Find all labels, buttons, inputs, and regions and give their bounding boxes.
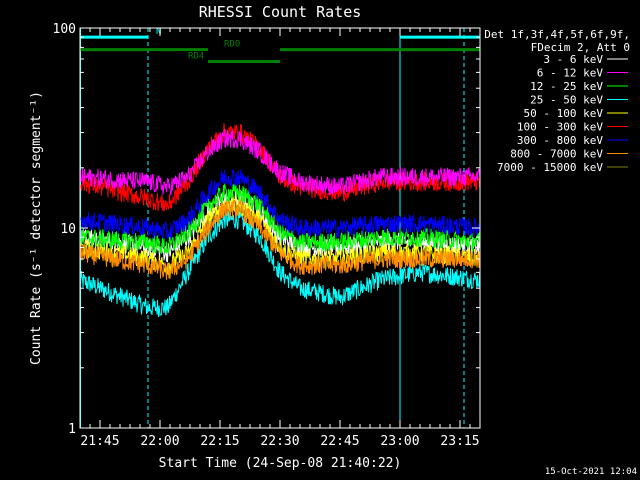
chart-title: RHESSI Count Rates [199, 3, 362, 21]
legend-entry-5: 100 - 300 keV [517, 121, 603, 134]
legend-entry-0: 3 - 6 keV [543, 53, 603, 66]
series-line-7 [79, 198, 481, 280]
x-tick-label-3: 22:30 [260, 434, 299, 449]
footer-timestamp: 15-Oct-2021 12:04 [545, 467, 637, 477]
y-tick-label-2: 100 [53, 22, 76, 37]
y-tick-label-0: 1 [68, 422, 76, 437]
series-layer [79, 123, 481, 318]
legend-entry-6: 300 - 800 keV [517, 134, 603, 147]
legend-entry-8: 7000 - 15000 keV [497, 161, 603, 174]
x-tick-label-6: 23:15 [440, 434, 479, 449]
state-bars: N RD0 RD4 [80, 27, 480, 63]
x-axis-label: Start Time (24-Sep-08 21:40:22) [159, 456, 402, 471]
series-line-3 [79, 210, 481, 318]
state-bar-label-1: RD0 [224, 40, 240, 50]
state-bar-label-2: RD4 [188, 51, 204, 61]
series-line-2 [79, 183, 481, 255]
x-axis: 21:45 22:00 22:15 22:30 22:45 23:00 23:15 [79, 28, 481, 449]
legend-header-1: FDecim 2, Att 0 [531, 41, 630, 54]
legend-entry-7: 800 - 7000 keV [510, 148, 603, 161]
series-line-5 [79, 123, 481, 212]
x-tick-label-2: 22:15 [200, 434, 239, 449]
series-line-6 [79, 169, 481, 240]
legend-header-0: Det 1f,3f,4f,5f,6f,9f, [484, 28, 630, 41]
state-bar-label-0: N [156, 27, 161, 37]
y-axis: 1 10 100 [53, 22, 480, 437]
x-tick-label-1: 22:00 [140, 434, 179, 449]
legend: Det 1f,3f,4f,5f,6f,9f,FDecim 2, Att 03 -… [484, 28, 630, 174]
y-tick-label-1: 10 [60, 222, 76, 237]
legend-entry-2: 12 - 25 keV [530, 80, 603, 93]
legend-entry-3: 25 - 50 keV [530, 94, 603, 107]
series-line-1 [79, 129, 481, 196]
x-tick-label-5: 23:00 [380, 434, 419, 449]
x-tick-label-4: 22:45 [320, 434, 359, 449]
legend-entry-1: 6 - 12 keV [537, 67, 604, 80]
legend-entry-4: 50 - 100 keV [524, 107, 604, 120]
x-tick-label-0: 21:45 [80, 434, 119, 449]
y-axis-label: Count Rate (s⁻¹ detector segment⁻¹) [29, 91, 44, 365]
